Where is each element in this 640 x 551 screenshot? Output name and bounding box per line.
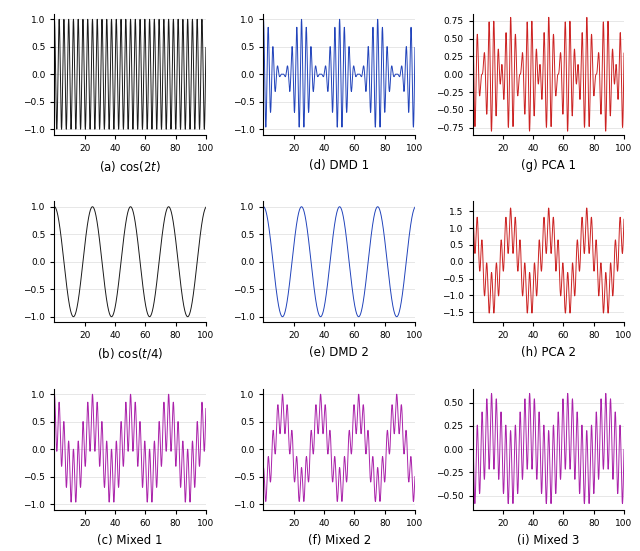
X-axis label: (i) Mixed 3: (i) Mixed 3 <box>517 534 579 547</box>
X-axis label: (h) PCA 2: (h) PCA 2 <box>521 347 576 359</box>
X-axis label: (f) Mixed 2: (f) Mixed 2 <box>308 534 371 547</box>
X-axis label: (g) PCA 1: (g) PCA 1 <box>521 159 576 172</box>
X-axis label: (c) Mixed 1: (c) Mixed 1 <box>97 534 163 547</box>
X-axis label: (a) $\cos(2t)$: (a) $\cos(2t)$ <box>99 159 161 174</box>
X-axis label: (d) DMD 1: (d) DMD 1 <box>309 159 369 172</box>
X-axis label: (e) DMD 2: (e) DMD 2 <box>309 347 369 359</box>
X-axis label: (b) $\cos(t/4)$: (b) $\cos(t/4)$ <box>97 347 163 361</box>
